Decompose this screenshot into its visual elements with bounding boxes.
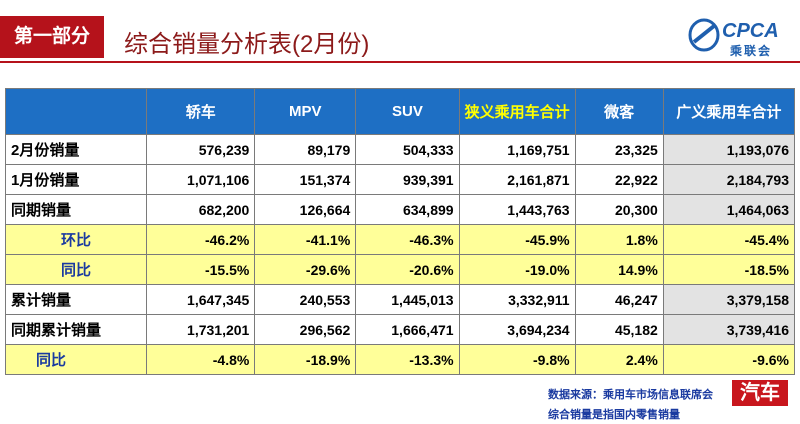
cell: 2,161,871 xyxy=(458,164,576,195)
cell: 3,332,911 xyxy=(458,284,576,315)
row-label: 累计销量 xyxy=(4,284,148,315)
note: 数据来源：乘用车市场信息联席会 xyxy=(548,389,713,401)
cell: -41.1% xyxy=(254,224,357,255)
column-header: SUV xyxy=(355,88,460,135)
note: 综合销量是指国内零售销量 xyxy=(548,409,680,421)
cell: 3,694,234 xyxy=(458,314,576,345)
cell: -45.9% xyxy=(458,224,576,255)
cell: -9.8% xyxy=(458,344,576,375)
cell: -18.9% xyxy=(254,344,357,375)
section-label: 第一部分 xyxy=(0,16,104,58)
cell: 23,325 xyxy=(574,134,664,165)
cell: -4.8% xyxy=(146,344,256,375)
cell: 45,182 xyxy=(574,314,664,345)
cell: 939,391 xyxy=(355,164,460,195)
cell: -9.6% xyxy=(662,344,796,375)
cell: 3,739,416 xyxy=(662,314,796,345)
cell: 1.8% xyxy=(574,224,664,255)
cell: 634,899 xyxy=(355,194,460,225)
logo-mark xyxy=(688,18,720,52)
header-row: 轿车 MPV SUV 狭义乘用车合计 微客 广义乘用车合计 xyxy=(4,88,796,135)
cell: 1,071,106 xyxy=(146,164,256,195)
cell: -45.4% xyxy=(662,224,796,255)
cell: 504,333 xyxy=(355,134,460,165)
cell: 2.4% xyxy=(574,344,664,375)
column-header: 轿车 xyxy=(146,88,256,135)
cell: -29.6% xyxy=(254,254,357,285)
title-rule xyxy=(0,61,800,63)
cell: -13.3% xyxy=(355,344,460,375)
cell: 576,239 xyxy=(146,134,256,165)
logo-name: CPCA xyxy=(722,20,779,42)
watermark: 汽车 xyxy=(732,380,788,406)
sales-table: 轿车 MPV SUV 狭义乘用车合计 微客 广义乘用车合计 2月份销量 576,239 89,1… xyxy=(4,88,796,375)
slide-title: 综合销量分析表(2月份) xyxy=(124,31,370,58)
cell: 14.9% xyxy=(574,254,664,285)
table-row: 同比 -4.8% -18.9% -13.3% -9.8% 2.4% -9.6% xyxy=(4,344,796,375)
column-header: 广义乘用车合计 xyxy=(662,88,796,135)
row-label: 1月份销量 xyxy=(4,164,148,195)
cell: 1,731,201 xyxy=(146,314,256,345)
table-row: 1月份销量 1,071,106 151,374 939,391 2,161,871 22,… xyxy=(4,164,796,195)
row-label: 同期销量 xyxy=(4,194,148,225)
cell: 296,562 xyxy=(254,314,357,345)
table-row: 同期销量 682,200 126,664 634,899 1,443,763 20,300… xyxy=(4,194,796,225)
column-header xyxy=(4,88,148,135)
row-label: 2月份销量 xyxy=(4,134,148,165)
table-row: 环比 -46.2% -41.1% -46.3% -45.9% 1.8% -45.4% xyxy=(4,224,796,255)
column-header: 微客 xyxy=(574,88,664,135)
row-label: 同比 xyxy=(4,344,148,375)
cell: 1,666,471 xyxy=(355,314,460,345)
cell: -19.0% xyxy=(458,254,576,285)
table-row: 同期累计销量 1,731,201 296,562 1,666,471 3,694,234… xyxy=(4,314,796,345)
cell: 1,193,076 xyxy=(662,134,796,165)
column-header: MPV xyxy=(254,88,357,135)
cell: 1,443,763 xyxy=(458,194,576,225)
cell: 1,464,063 xyxy=(662,194,796,225)
cell: 1,445,013 xyxy=(355,284,460,315)
row-label: 同比 xyxy=(4,254,148,285)
cell: 20,300 xyxy=(574,194,664,225)
cell: -46.3% xyxy=(355,224,460,255)
cell: -20.6% xyxy=(355,254,460,285)
cell: 46,247 xyxy=(574,284,664,315)
cell: -46.2% xyxy=(146,224,256,255)
cell: -18.5% xyxy=(662,254,796,285)
cell: 151,374 xyxy=(254,164,357,195)
cell: 240,553 xyxy=(254,284,357,315)
cell: 22,922 xyxy=(574,164,664,195)
row-label: 同期累计销量 xyxy=(4,314,148,345)
cell: 1,169,751 xyxy=(458,134,576,165)
table-row: 累计销量 1,647,345 240,553 1,445,013 3,332,911 46… xyxy=(4,284,796,315)
cell: 3,379,158 xyxy=(662,284,796,315)
cell: 126,664 xyxy=(254,194,357,225)
table-row: 2月份销量 576,239 89,179 504,333 1,169,751 23,325… xyxy=(4,134,796,165)
cell: 2,184,793 xyxy=(662,164,796,195)
column-header: 狭义乘用车合计 xyxy=(458,88,576,135)
cell: 682,200 xyxy=(146,194,256,225)
logo-subtitle: 乘联会 xyxy=(730,44,773,58)
cell: 89,179 xyxy=(254,134,357,165)
table-row: 同比 -15.5% -29.6% -20.6% -19.0% 14.9% -18.5% xyxy=(4,254,796,285)
cell: 1,647,345 xyxy=(146,284,256,315)
row-label: 环比 xyxy=(4,224,148,255)
cell: -15.5% xyxy=(146,254,256,285)
